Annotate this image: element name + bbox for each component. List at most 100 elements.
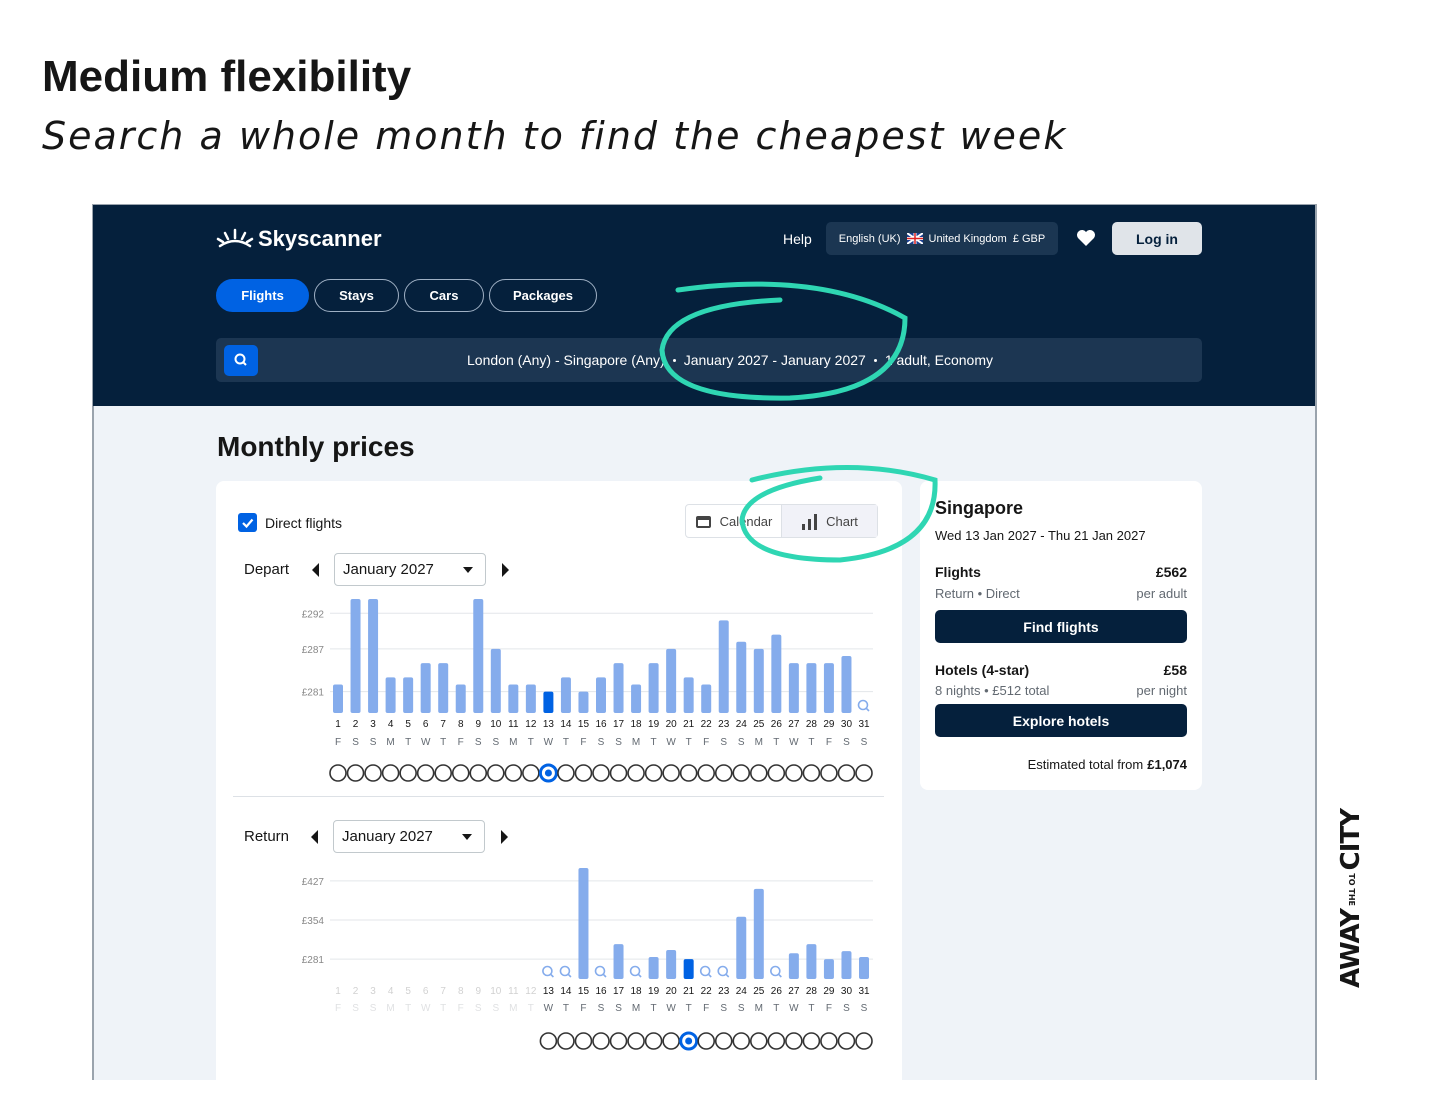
next-month[interactable] [498, 829, 510, 845]
price-bar[interactable] [736, 641, 747, 713]
day-radio[interactable] [627, 1032, 645, 1050]
day-radio[interactable] [697, 1032, 716, 1050]
price-bar[interactable] [560, 677, 571, 713]
day-radio[interactable] [662, 764, 680, 782]
search-day-icon[interactable] [717, 965, 729, 977]
price-bar[interactable] [806, 663, 817, 713]
price-bar[interactable] [753, 648, 764, 713]
tab-flights[interactable]: Flights [216, 279, 309, 312]
search-day-icon[interactable] [725, 973, 730, 978]
day-radio[interactable] [469, 764, 488, 782]
day-radio[interactable] [855, 764, 873, 782]
help-link[interactable]: Help [783, 231, 812, 247]
search-day-icon[interactable] [629, 965, 641, 977]
day-radio[interactable] [381, 764, 400, 782]
prev-month[interactable] [310, 562, 322, 578]
day-radio[interactable] [714, 764, 733, 782]
month-select[interactable]: January 2027 [333, 820, 485, 853]
day-radio[interactable] [434, 764, 453, 782]
price-bar[interactable] [683, 677, 694, 713]
price-bar[interactable] [718, 620, 729, 713]
day-radio[interactable] [662, 1032, 680, 1050]
search-button[interactable] [224, 345, 258, 376]
locale-button[interactable]: English (UK) United Kingdom £ GBP [826, 222, 1058, 255]
price-bar[interactable] [508, 684, 519, 714]
search-day-icon[interactable] [857, 699, 869, 711]
search-bar[interactable] [216, 338, 1202, 382]
price-bar[interactable] [823, 959, 834, 979]
search-day-icon[interactable] [699, 965, 711, 977]
day-radio[interactable] [522, 764, 540, 782]
price-bar[interactable] [490, 648, 501, 713]
day-radio[interactable] [364, 764, 382, 782]
price-bar[interactable] [350, 599, 361, 713]
search-day-icon[interactable] [542, 965, 553, 977]
price-bar[interactable] [683, 959, 694, 979]
price-bar[interactable] [666, 648, 677, 713]
day-radio[interactable] [820, 1032, 838, 1050]
day-radio[interactable] [486, 764, 505, 782]
tab-cars[interactable]: Cars [404, 279, 484, 312]
day-radio[interactable] [732, 1032, 751, 1050]
price-bar[interactable] [823, 663, 834, 713]
price-bar[interactable] [648, 957, 659, 979]
day-radio[interactable] [749, 1032, 768, 1050]
search-day-icon[interactable] [707, 973, 712, 978]
price-bar[interactable] [841, 951, 852, 979]
price-bar[interactable] [666, 950, 677, 979]
explore-hotels-button[interactable]: Explore hotels [935, 704, 1187, 737]
price-bar[interactable] [753, 888, 764, 979]
day-radio[interactable] [785, 764, 803, 782]
tab-stays[interactable]: Stays [314, 279, 399, 312]
day-radio[interactable] [539, 1032, 558, 1050]
price-bar[interactable] [368, 599, 379, 713]
month-select[interactable]: January 2027 [334, 553, 486, 586]
day-radio[interactable] [697, 764, 716, 782]
day-radio[interactable] [609, 764, 628, 782]
chart-view[interactable]: Chart [781, 505, 877, 537]
day-radio[interactable] [592, 764, 610, 782]
price-bar[interactable] [438, 663, 449, 713]
price-bar[interactable] [859, 957, 869, 979]
day-radio[interactable] [557, 1032, 575, 1050]
day-radio[interactable] [732, 764, 751, 782]
price-bar[interactable] [473, 599, 484, 713]
search-day-icon[interactable] [594, 965, 606, 977]
day-radio[interactable] [802, 764, 821, 782]
next-month[interactable] [499, 562, 511, 578]
day-radio[interactable] [855, 1032, 873, 1050]
day-radio[interactable] [767, 1032, 786, 1050]
price-bar[interactable] [631, 684, 642, 714]
price-bar[interactable] [455, 684, 466, 714]
price-bar[interactable] [736, 916, 747, 979]
price-bar[interactable] [403, 677, 414, 713]
search-day-icon[interactable] [550, 973, 554, 978]
brand[interactable]: Skyscanner [258, 226, 382, 251]
price-bar[interactable] [788, 953, 799, 979]
day-radio[interactable] [574, 1032, 593, 1050]
price-bar[interactable] [771, 634, 782, 713]
day-radio[interactable] [820, 764, 838, 782]
day-radio[interactable] [644, 764, 663, 782]
price-bar[interactable] [543, 691, 554, 713]
day-radio[interactable] [609, 1032, 628, 1050]
find-flights-button[interactable]: Find flights [935, 610, 1187, 643]
price-bar[interactable] [613, 663, 624, 713]
search-day-icon[interactable] [567, 973, 572, 978]
prev-month[interactable] [309, 829, 321, 845]
price-bar[interactable] [841, 656, 852, 713]
price-bar[interactable] [578, 691, 589, 713]
day-radio[interactable] [802, 1032, 821, 1050]
day-radio[interactable] [679, 764, 698, 782]
price-bar[interactable] [385, 677, 396, 713]
day-radio[interactable] [346, 764, 365, 782]
day-radio[interactable] [749, 764, 768, 782]
day-radio[interactable] [644, 1032, 663, 1050]
price-bar[interactable] [613, 944, 624, 979]
search-day-icon[interactable] [770, 965, 781, 977]
day-radio[interactable] [592, 1032, 610, 1050]
day-radio[interactable] [451, 764, 470, 782]
day-radio[interactable] [837, 1032, 856, 1050]
day-radio[interactable] [767, 764, 786, 782]
price-bar[interactable] [806, 944, 817, 979]
